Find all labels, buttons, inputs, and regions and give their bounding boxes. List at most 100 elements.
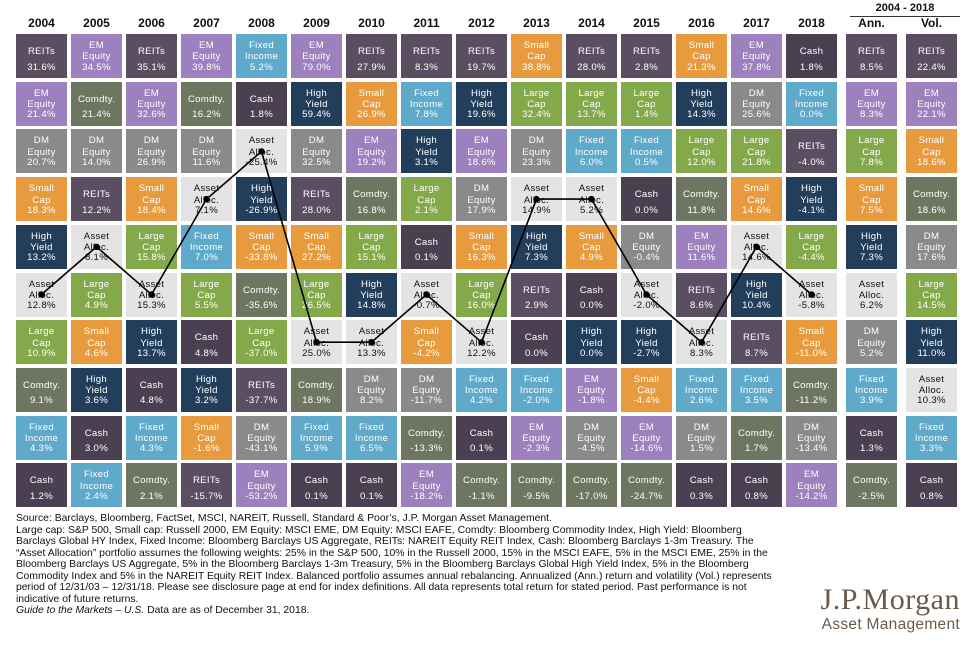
return-value: 6.0% <box>579 156 604 168</box>
return-value: 0.1% <box>304 490 329 502</box>
return-cell-comdty: Comdty. -9.5% <box>511 463 562 508</box>
return-cell-em-equity: EM Equity 79.0% <box>291 34 342 78</box>
asset-class-label: Fixed Income <box>914 421 949 444</box>
asset-class-label: EM Equity <box>687 230 716 254</box>
asset-class-label: High Yield <box>800 183 823 206</box>
column-header-2012: 2012 <box>468 16 495 30</box>
asset-class-label: Fixed Income <box>684 373 719 397</box>
return-value: 37.8% <box>742 61 771 73</box>
return-value: -1.8% <box>578 395 605 407</box>
return-value: 0.1% <box>469 443 494 455</box>
return-cell-cash: Cash 0.0% <box>566 272 617 317</box>
asset-class-label: Fixed Income <box>629 135 664 158</box>
return-value: 6.2% <box>859 300 884 312</box>
return-cell-dm-equity: DM Equity 26.9% <box>126 129 177 174</box>
column-header-2004: 2004 <box>28 16 55 30</box>
footnote-definitions: Large cap: S&P 500, Small cap: Russell 2… <box>16 524 772 605</box>
return-cell-large-cap: Large Cap 26.5% <box>291 272 342 317</box>
asset-class-label: Small Cap <box>798 326 825 349</box>
return-value: 0.3% <box>689 490 714 502</box>
return-cell-cash: Cash 0.1% <box>401 224 452 269</box>
jpmorgan-logo: J.P.Morgan Asset Management <box>790 585 960 635</box>
return-cell-large-cap: Large Cap 12.0% <box>676 129 727 174</box>
asset-class-label: Small Cap <box>413 326 440 349</box>
return-cell-large-cap: Large Cap 14.5% <box>906 272 957 317</box>
asset-class-label: Small Cap <box>358 87 385 111</box>
return-value: 14.6% <box>742 204 771 216</box>
asset-class-label: Large Cap <box>523 87 550 111</box>
return-cell-comdty: Comdty. -11.2% <box>786 367 837 412</box>
asset-class-label: Small Cap <box>688 40 715 63</box>
return-value: -4.4% <box>633 395 660 407</box>
return-value: 6.5% <box>359 443 384 455</box>
asset-class-label: EM Equity <box>797 469 826 492</box>
return-value: 16.3% <box>467 252 496 264</box>
asset-class-label: Cash <box>84 427 109 439</box>
return-cell-cash: Cash 1.8% <box>786 34 837 78</box>
return-value: 3.9% <box>859 395 884 407</box>
return-value: -2.3% <box>523 443 550 455</box>
asset-class-label: Fixed Income <box>574 135 609 158</box>
asset-class-label: Large Cap <box>798 230 825 254</box>
asset-class-label: DM Equity <box>357 373 386 397</box>
return-cell-reits: REITs -15.7% <box>181 463 232 508</box>
return-value: 4.9% <box>579 252 604 264</box>
return-cell-dm-equity: DM Equity -0.4% <box>621 224 672 269</box>
asset-class-label: EM Equity <box>82 40 111 63</box>
return-value: -43.1% <box>245 443 278 455</box>
return-value: -1.6% <box>193 443 220 455</box>
return-value: -0.7% <box>413 300 440 312</box>
return-cell-large-cap: Large Cap 10.9% <box>16 320 67 365</box>
asset-class-label: High Yield <box>250 183 273 206</box>
asset-class-label: High Yield <box>690 87 713 111</box>
return-cell-large-cap: Large Cap 16.0% <box>456 272 507 317</box>
asset-class-label: Comdty. <box>407 427 446 439</box>
return-value: 5.2% <box>579 204 604 216</box>
return-value: 11.6% <box>687 252 716 264</box>
return-cell-reits: REITs 31.6% <box>16 34 67 78</box>
return-value: -37.7% <box>245 395 278 407</box>
return-cell-em-equity: EM Equity 19.2% <box>346 129 397 174</box>
asset-class-label: High Yield <box>305 87 328 111</box>
asset-class-label: REITs <box>577 46 606 57</box>
asset-class-label: Comdty. <box>627 475 666 487</box>
return-value: -9.5% <box>523 490 550 502</box>
return-cell-comdty: Comdty. 16.2% <box>181 81 232 126</box>
asset-class-label: Cash <box>194 332 219 344</box>
return-cell-small-cap: Small Cap -33.8% <box>236 224 287 269</box>
return-value: 22.1% <box>917 109 946 121</box>
asset-class-label: DM Equity <box>917 230 946 254</box>
return-value: 21.4% <box>27 109 56 121</box>
return-value: 17.6% <box>917 252 946 264</box>
return-value: 4.2% <box>469 395 494 407</box>
footnote-asof-date: Data are as of December 31, 2018. <box>144 605 310 616</box>
asset-class-label: REITs <box>412 46 441 57</box>
return-cell-reits: REITs 8.3% <box>401 34 452 78</box>
return-cell-comdty: Comdty. 9.1% <box>16 367 67 412</box>
return-cell-high-yield: High Yield 7.3% <box>846 224 897 269</box>
return-cell-high-yield: High Yield -2.7% <box>621 320 672 365</box>
return-cell-dm-equity: DM Equity 25.6% <box>731 81 782 126</box>
column-header-2018: 2018 <box>798 16 825 30</box>
return-value: 28.0% <box>577 61 606 73</box>
return-value: 27.2% <box>302 252 331 264</box>
return-value: 10.3% <box>917 395 946 407</box>
return-value: 0.1% <box>359 490 384 502</box>
return-cell-dm-equity: DM Equity -4.5% <box>566 415 617 460</box>
return-cell-em-equity: EM Equity 37.8% <box>731 34 782 78</box>
asset-class-label: EM Equity <box>27 87 56 111</box>
return-cell-dm-equity: DM Equity 8.2% <box>346 367 397 412</box>
return-cell-em-equity: EM Equity -1.8% <box>566 367 617 412</box>
return-cell-comdty: Comdty. -24.7% <box>621 463 672 508</box>
return-value: 3.1% <box>414 156 439 168</box>
asset-class-label: Small Cap <box>743 183 770 206</box>
asset-class-label: Small Cap <box>193 421 220 444</box>
return-value: -24.7% <box>630 490 663 502</box>
column-header-2009: 2009 <box>303 16 330 30</box>
return-value: 34.5% <box>82 61 111 73</box>
return-value: 13.7% <box>137 347 166 359</box>
return-cell-dm-equity: DM Equity 20.7% <box>16 129 67 174</box>
return-value: -25.4% <box>245 156 278 168</box>
return-value: 0.8% <box>919 490 944 502</box>
return-value: 18.6% <box>917 156 946 168</box>
